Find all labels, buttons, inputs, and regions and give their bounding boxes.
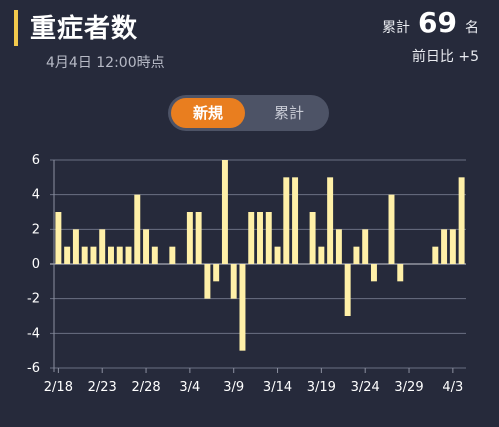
y-tick-label: 4 xyxy=(32,188,40,203)
bar xyxy=(458,177,465,264)
bar xyxy=(90,246,97,264)
total-summary: 累計 69 名 xyxy=(382,6,479,39)
bar xyxy=(81,246,88,264)
bar xyxy=(134,194,141,264)
bar xyxy=(116,246,123,264)
bar xyxy=(186,212,193,264)
title-accent-bar xyxy=(14,10,18,46)
bar xyxy=(274,246,281,264)
toggle-new-button[interactable]: 新規 xyxy=(171,98,245,128)
bar xyxy=(370,264,377,282)
bar xyxy=(72,229,79,264)
bar xyxy=(248,212,255,264)
bar xyxy=(195,212,202,264)
bar xyxy=(213,264,220,282)
bar xyxy=(362,229,369,264)
total-unit: 名 xyxy=(465,20,479,36)
x-tick-label: 2/23 xyxy=(88,380,117,395)
y-tick-label: 2 xyxy=(32,222,40,237)
bar xyxy=(388,194,395,264)
bar xyxy=(318,246,325,264)
bar xyxy=(99,229,106,264)
bar xyxy=(292,177,299,264)
bar xyxy=(397,264,404,282)
y-tick-label: -4 xyxy=(27,326,40,341)
bar xyxy=(327,177,334,264)
bar xyxy=(151,246,158,264)
y-tick-label: 0 xyxy=(32,257,40,272)
update-timestamp: 4月4日 12:00時点 xyxy=(46,55,165,71)
x-tick-label: 2/18 xyxy=(44,380,73,395)
bar xyxy=(169,246,176,264)
day-over-day-diff: 前日比 +5 xyxy=(411,49,479,65)
x-tick-label: 3/4 xyxy=(179,380,200,395)
bar xyxy=(265,212,272,264)
bar xyxy=(221,160,228,264)
x-tick-label: 3/29 xyxy=(394,380,423,395)
bar xyxy=(55,212,62,264)
bar xyxy=(449,229,456,264)
total-label: 累計 xyxy=(382,20,411,36)
toggle-cumulative-button[interactable]: 累計 xyxy=(273,104,304,122)
bar xyxy=(344,264,351,316)
bar xyxy=(143,229,150,264)
y-tick-label: 6 xyxy=(32,153,40,168)
bar xyxy=(125,246,132,264)
bar xyxy=(353,246,360,264)
bar xyxy=(309,212,316,264)
x-tick-label: 3/24 xyxy=(351,380,380,395)
x-tick-label: 3/19 xyxy=(307,380,336,395)
y-tick-label: -6 xyxy=(27,361,40,376)
page-title: 重症者数 xyxy=(30,14,139,44)
x-tick-label: 3/14 xyxy=(263,380,292,395)
bar xyxy=(64,246,71,264)
bar xyxy=(441,229,448,264)
bar xyxy=(107,246,114,264)
x-tick-label: 4/3 xyxy=(442,380,463,395)
bar xyxy=(335,229,342,264)
bar xyxy=(432,246,439,264)
bar xyxy=(283,177,290,264)
total-value: 69 xyxy=(418,6,457,39)
bar xyxy=(239,264,246,351)
view-toggle: 新規 累計 xyxy=(168,95,329,131)
bar xyxy=(204,264,211,299)
x-tick-label: 2/28 xyxy=(131,380,160,395)
y-tick-label: -2 xyxy=(27,292,40,307)
x-tick-label: 3/9 xyxy=(223,380,244,395)
bar xyxy=(230,264,237,299)
bar xyxy=(257,212,263,264)
